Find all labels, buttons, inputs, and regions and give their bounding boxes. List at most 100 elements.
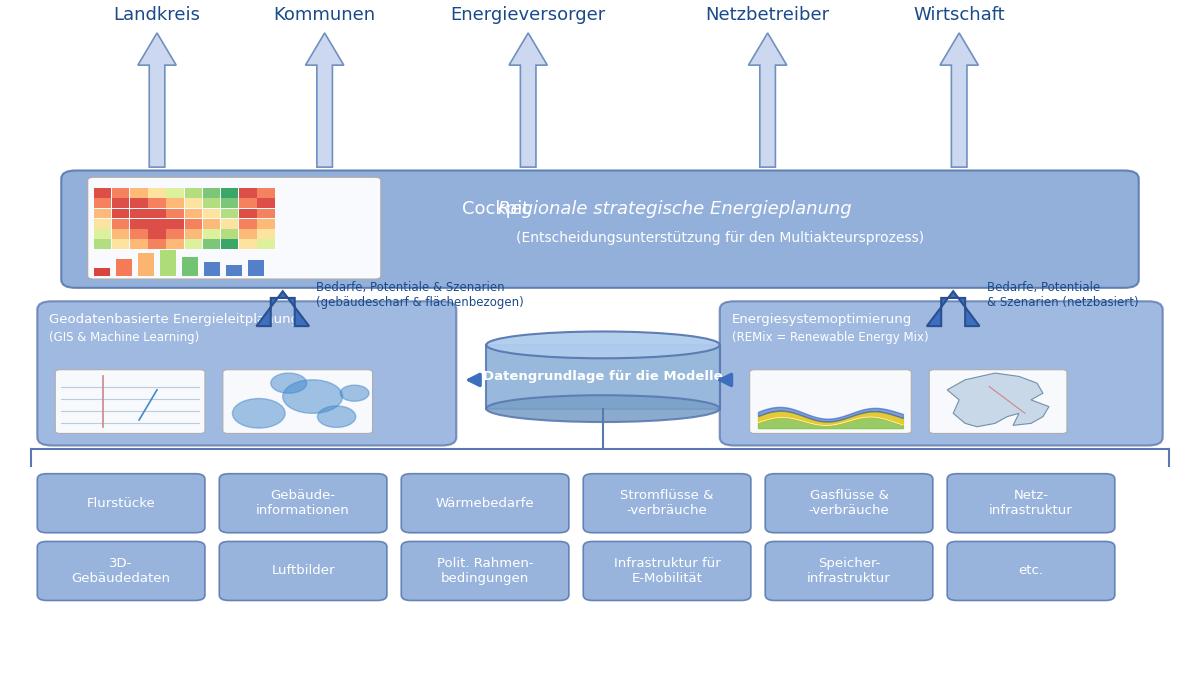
Text: Infrastruktur für
E-Mobilität: Infrastruktur für E-Mobilität — [613, 557, 720, 585]
Bar — [221, 209, 239, 219]
FancyBboxPatch shape — [37, 474, 205, 533]
Bar — [94, 229, 112, 239]
FancyBboxPatch shape — [220, 541, 386, 601]
FancyBboxPatch shape — [583, 541, 751, 601]
Bar — [221, 229, 239, 239]
Text: Geodatenbasierte Energieleitplanung: Geodatenbasierte Energieleitplanung — [49, 313, 300, 326]
Bar — [167, 219, 184, 229]
Bar — [221, 198, 239, 208]
Bar — [138, 253, 154, 276]
Text: Energiesystemoptimierung: Energiesystemoptimierung — [732, 313, 912, 326]
Bar — [148, 198, 166, 208]
Bar — [204, 262, 220, 276]
Bar — [112, 229, 130, 239]
Text: Datengrundlage für die Modelle: Datengrundlage für die Modelle — [484, 371, 722, 383]
Bar — [94, 239, 112, 249]
Bar — [221, 188, 239, 198]
Polygon shape — [926, 291, 979, 326]
Text: Flurstücke: Flurstücke — [86, 497, 156, 510]
Bar — [148, 188, 166, 198]
Bar — [226, 265, 242, 276]
Bar — [167, 198, 184, 208]
Text: (Entscheidungsunterstützung für den Multiakteursprozess): (Entscheidungsunterstützung für den Mult… — [516, 231, 924, 244]
Bar — [181, 257, 198, 276]
Text: Polit. Rahmen-
bedingungen: Polit. Rahmen- bedingungen — [437, 557, 533, 585]
Bar — [167, 239, 184, 249]
FancyBboxPatch shape — [766, 541, 932, 601]
Text: Wärmebedarfe: Wärmebedarfe — [436, 497, 534, 510]
Bar — [130, 209, 148, 219]
Bar — [257, 188, 275, 198]
Text: Netzbetreiber: Netzbetreiber — [706, 6, 829, 24]
Bar — [148, 219, 166, 229]
Bar — [94, 268, 110, 276]
Bar — [112, 198, 130, 208]
Polygon shape — [749, 33, 787, 167]
FancyBboxPatch shape — [220, 474, 386, 533]
Bar — [130, 239, 148, 249]
Bar — [203, 198, 221, 208]
Circle shape — [233, 398, 286, 428]
Ellipse shape — [486, 395, 720, 422]
Text: Landkreis: Landkreis — [114, 6, 200, 24]
Bar — [185, 209, 202, 219]
Polygon shape — [509, 33, 547, 167]
Text: Stromflüsse &
-verbräuche: Stromflüsse & -verbräuche — [620, 489, 714, 517]
Bar — [239, 209, 257, 219]
FancyBboxPatch shape — [583, 474, 751, 533]
FancyBboxPatch shape — [88, 177, 380, 279]
Text: 3D-
Gebäudedaten: 3D- Gebäudedaten — [72, 557, 170, 585]
Polygon shape — [257, 291, 310, 326]
Bar — [112, 219, 130, 229]
Bar — [257, 198, 275, 208]
Text: Netz-
infrastruktur: Netz- infrastruktur — [989, 489, 1073, 517]
Bar — [203, 229, 221, 239]
Bar — [203, 188, 221, 198]
Bar — [185, 239, 202, 249]
Bar — [94, 209, 112, 219]
FancyBboxPatch shape — [37, 301, 456, 446]
Bar — [239, 229, 257, 239]
FancyBboxPatch shape — [720, 301, 1163, 446]
Text: Gasflüsse &
-verbräuche: Gasflüsse & -verbräuche — [809, 489, 889, 517]
Text: Wirtschaft: Wirtschaft — [913, 6, 1004, 24]
Bar — [112, 188, 130, 198]
Bar — [203, 219, 221, 229]
Bar — [203, 239, 221, 249]
FancyBboxPatch shape — [947, 541, 1115, 601]
Bar — [160, 250, 176, 276]
Bar — [239, 219, 257, 229]
Polygon shape — [940, 33, 978, 167]
Bar — [130, 229, 148, 239]
Bar — [115, 259, 132, 276]
Bar — [257, 209, 275, 219]
Polygon shape — [306, 33, 343, 167]
Text: Regionale strategische Energieplanung: Regionale strategische Energieplanung — [498, 200, 852, 218]
Circle shape — [271, 373, 307, 394]
Bar — [185, 188, 202, 198]
FancyBboxPatch shape — [401, 474, 569, 533]
FancyBboxPatch shape — [750, 370, 911, 433]
Bar — [148, 239, 166, 249]
Bar — [167, 209, 184, 219]
Bar — [257, 239, 275, 249]
Text: (REMix = Renewable Energy Mix): (REMix = Renewable Energy Mix) — [732, 331, 929, 344]
Bar — [203, 209, 221, 219]
FancyBboxPatch shape — [61, 171, 1139, 288]
Bar — [239, 239, 257, 249]
Bar — [221, 219, 239, 229]
Text: (GIS & Machine Learning): (GIS & Machine Learning) — [49, 331, 199, 344]
Bar — [257, 219, 275, 229]
Bar — [130, 188, 148, 198]
Bar — [247, 261, 264, 276]
Text: Speicher-
infrastruktur: Speicher- infrastruktur — [808, 557, 890, 585]
Circle shape — [318, 406, 355, 427]
Bar — [167, 188, 184, 198]
Circle shape — [283, 380, 342, 413]
Bar — [112, 209, 130, 219]
Text: Bedarfe, Potentiale
& Szenarien (netzbasiert): Bedarfe, Potentiale & Szenarien (netzbas… — [986, 281, 1139, 308]
Text: Cockpit: Cockpit — [462, 200, 535, 218]
Bar — [221, 239, 239, 249]
Bar — [130, 219, 148, 229]
Text: Bedarfe, Potentiale & Szenarien
(gebäudescharf & flächenbezogen): Bedarfe, Potentiale & Szenarien (gebäude… — [317, 281, 524, 308]
